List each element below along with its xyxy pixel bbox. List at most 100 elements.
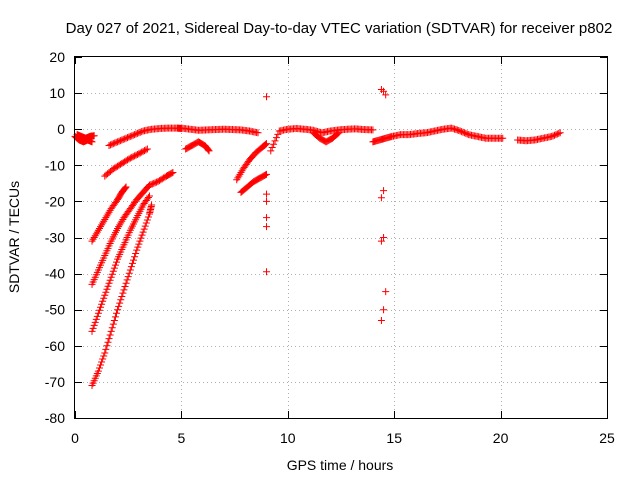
data-point	[377, 194, 385, 202]
data-point	[125, 133, 133, 141]
data-point	[270, 140, 278, 148]
data-point	[101, 215, 109, 223]
data-point	[131, 131, 139, 139]
data-point	[272, 134, 280, 142]
data-point	[233, 176, 241, 184]
data-point	[552, 131, 560, 139]
data-point	[99, 355, 107, 363]
data-point	[128, 259, 136, 267]
y-tick-label: -60	[45, 338, 65, 354]
data-point	[263, 140, 271, 148]
data-point	[555, 129, 563, 137]
data-point	[118, 136, 126, 144]
data-point	[382, 91, 390, 99]
x-tick-label: 20	[493, 430, 509, 446]
data-point	[106, 141, 114, 149]
x-tick-label: 0	[71, 430, 79, 446]
data-point	[499, 134, 507, 142]
data-point	[382, 288, 390, 296]
data-point	[145, 192, 153, 200]
data-point	[148, 201, 156, 209]
data-point	[380, 187, 388, 195]
data-point	[135, 150, 143, 158]
data-point	[237, 169, 245, 177]
data-point	[261, 141, 269, 149]
data-point	[130, 256, 138, 264]
data-point	[104, 282, 112, 290]
data-point	[263, 190, 271, 198]
y-tick-label: -80	[45, 410, 65, 426]
data-point	[263, 268, 271, 276]
data-point	[136, 237, 144, 245]
data-point	[108, 140, 116, 148]
data-point	[334, 130, 342, 138]
data-point	[132, 151, 140, 159]
data-point	[551, 131, 559, 139]
y-axis-label: SDTVAR / TECUs	[6, 181, 22, 293]
data-point	[127, 263, 135, 271]
data-point	[109, 140, 117, 148]
data-point	[141, 222, 149, 230]
data-point	[145, 181, 153, 189]
data-point	[147, 181, 155, 189]
data-point	[95, 364, 103, 372]
data-point	[139, 147, 147, 155]
y-tick-label: 0	[57, 121, 65, 137]
data-point	[109, 267, 117, 275]
data-point	[116, 221, 124, 229]
x-tick-label: 10	[280, 430, 296, 446]
y-tick-label: 10	[49, 85, 65, 101]
data-point	[138, 128, 146, 136]
data-point	[380, 87, 388, 95]
data-point	[126, 266, 134, 274]
data-point	[115, 137, 123, 145]
data-point	[98, 221, 106, 229]
data-point	[131, 253, 139, 261]
data-point	[118, 292, 126, 300]
data-point	[157, 176, 165, 184]
data-point	[168, 169, 176, 177]
data-point	[262, 140, 270, 148]
data-point	[95, 306, 103, 314]
data-point	[97, 303, 105, 311]
data-point	[104, 338, 112, 346]
y-tick-label: -20	[45, 193, 65, 209]
data-point	[458, 128, 466, 136]
data-point	[135, 240, 143, 248]
data-point	[135, 129, 143, 137]
data-point	[90, 132, 98, 140]
data-point	[107, 327, 115, 335]
data-point	[121, 135, 129, 143]
data-point	[97, 361, 105, 369]
data-point	[121, 185, 129, 193]
data-point	[254, 129, 262, 137]
data-point	[456, 127, 464, 135]
data-point	[126, 154, 134, 162]
data-point	[124, 273, 132, 281]
data-point	[141, 147, 149, 155]
data-point	[90, 234, 98, 241]
data-point	[126, 132, 134, 140]
data-point	[133, 129, 141, 137]
data-point	[91, 232, 99, 240]
data-point	[133, 150, 141, 158]
data-point	[92, 230, 100, 238]
data-point	[263, 170, 271, 178]
data-point	[122, 279, 130, 287]
data-point	[267, 147, 275, 155]
data-point	[125, 269, 133, 277]
data-point	[460, 129, 468, 137]
data-point	[148, 180, 156, 188]
data-point	[117, 296, 125, 304]
data-point	[153, 178, 161, 186]
data-point	[93, 312, 101, 320]
data-point	[114, 162, 122, 170]
chart-title: Day 027 of 2021, Sidereal Day-to-day VTE…	[66, 20, 613, 37]
data-point	[101, 291, 109, 299]
data-point	[144, 213, 152, 221]
data-point	[118, 217, 126, 225]
data-point	[99, 219, 107, 227]
y-tick-label: 20	[49, 49, 65, 65]
data-point	[236, 170, 244, 178]
data-point	[119, 135, 127, 143]
